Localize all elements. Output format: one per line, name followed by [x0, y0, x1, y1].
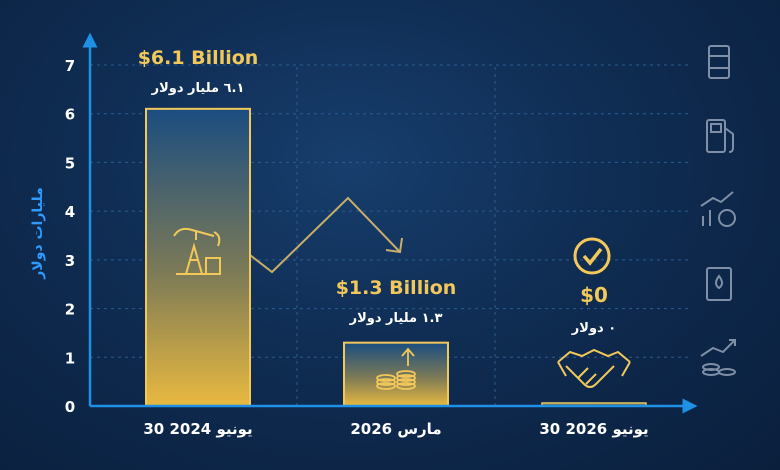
y-tick-label: 0	[65, 398, 75, 416]
oil-barrel-icon	[708, 45, 730, 79]
x-tick-label: 30 يونيو 2026	[539, 420, 648, 438]
data-label-en: $1.3 Billion	[336, 277, 457, 299]
data-label-en: $6.1 Billion	[138, 47, 259, 69]
y-tick-label: 3	[65, 252, 75, 270]
y-tick-label: 2	[65, 301, 75, 319]
oil-drop-barrel-icon	[706, 267, 732, 301]
y-tick-label: 5	[65, 154, 75, 172]
growth-coins-icon	[700, 191, 736, 227]
data-label-ar: ١.٣ مليار دولار	[349, 311, 443, 326]
checkmark-circle-icon	[573, 237, 611, 275]
coin-stack-icon	[376, 347, 416, 390]
x-tick-label: مارس 2026	[350, 420, 441, 438]
y-tick-label: 7	[65, 57, 75, 75]
y-tick-label: 1	[65, 349, 75, 367]
y-axis-label: مليارات دولار	[30, 187, 46, 280]
data-label-en: $0	[580, 283, 608, 307]
bar	[343, 341, 449, 407]
data-label-ar: ٠ دولار	[571, 321, 616, 336]
handshake-icon	[557, 348, 631, 388]
y-tick-label: 4	[65, 203, 75, 221]
x-tick-label: 30 يونيو 2024	[143, 420, 252, 438]
y-tick-label: 6	[65, 106, 75, 124]
axes	[82, 32, 698, 414]
rising-coins-icon	[700, 339, 736, 376]
fuel-pump-icon	[706, 119, 734, 153]
oil-pump-icon	[173, 227, 221, 275]
data-label-ar: ٦.١ مليار دولار	[151, 81, 245, 96]
